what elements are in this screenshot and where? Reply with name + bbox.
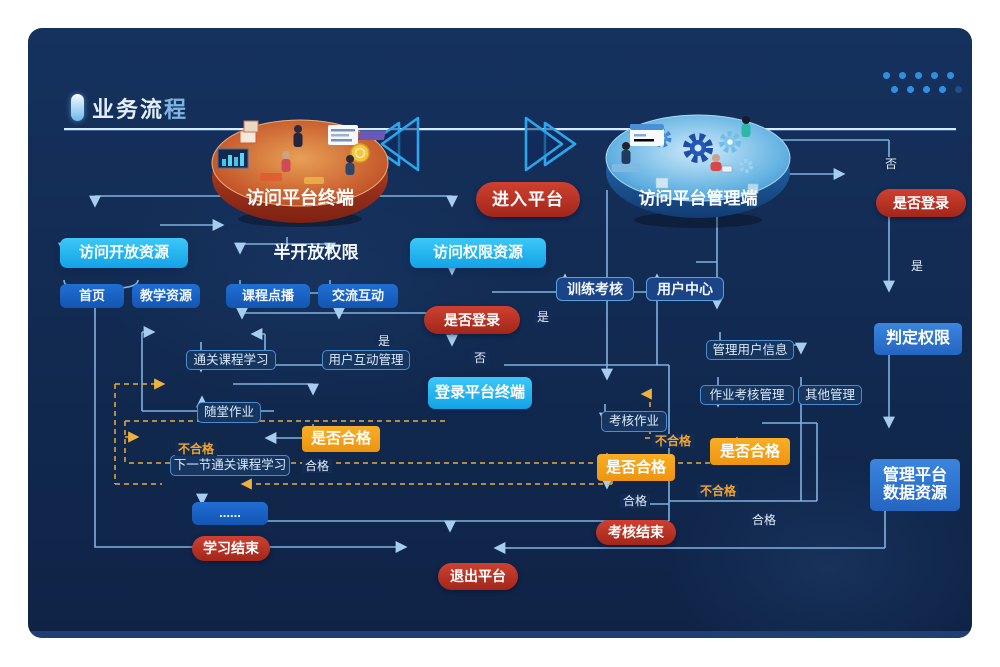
- laptop-icon: [721, 165, 733, 173]
- right-disc-label: 访问平台管理端: [639, 188, 758, 208]
- node-user-center: 用户中心: [646, 277, 724, 301]
- flow-label-fail-c: 不合格: [696, 484, 740, 498]
- person-icon: [293, 133, 303, 147]
- flow-label-pass-b: 合格: [619, 494, 651, 508]
- chevron-arrows: [367, 116, 577, 172]
- node-exit: 退出平台: [438, 563, 518, 590]
- node-other-mgmt: 其他管理: [798, 385, 862, 405]
- flow-label-fail-b: 不合格: [651, 434, 695, 448]
- node-mgmt-user: 管理用户信息: [706, 340, 794, 360]
- chevron-right-icon: [524, 116, 564, 172]
- node-hw-assess-mgmt: 作业考核管理: [700, 385, 794, 405]
- node-visit-open: 访问开放资源: [60, 238, 188, 268]
- node-login-q-mid: 是否登录: [424, 306, 520, 334]
- person-icon: [281, 159, 291, 172]
- flow-label-no-right: 否: [881, 157, 901, 171]
- decor-dot: [947, 72, 954, 79]
- terminal-platform-illustration: 访问平台终端: [211, 119, 389, 227]
- coin-icon: [350, 143, 370, 163]
- panel-icon: [357, 131, 387, 140]
- flow-label-no-mid: 否: [470, 351, 490, 365]
- node-dots-node: ......: [192, 502, 268, 525]
- gear-icon: [683, 133, 713, 163]
- decor-dot: [907, 86, 914, 93]
- management-scene-props: [612, 116, 759, 194]
- node-pass-course: 通关课程学习: [186, 350, 276, 370]
- flow-label-yes-mid: 是: [533, 310, 553, 324]
- decor-dot: [915, 72, 922, 79]
- title-accent: 程: [164, 97, 189, 122]
- node-quiz: 随堂作业: [197, 402, 261, 423]
- person-icon: [621, 150, 631, 164]
- decor-dot: [883, 72, 890, 79]
- node-pass2: 是否合格: [597, 454, 675, 481]
- node-mgmt-data: 管理平台 数据资源: [870, 459, 960, 511]
- node-study-end: 学习结束: [192, 536, 270, 561]
- flow-label-pass-c: 合格: [748, 513, 780, 527]
- node-training: 训练考核: [556, 277, 634, 301]
- node-judge-perm: 判定权限: [874, 323, 962, 355]
- flow-label-yes-left: 是: [374, 334, 394, 348]
- enter-platform-button: 进入平台: [476, 182, 580, 217]
- header-divider: [64, 128, 956, 130]
- person-icon: [710, 162, 722, 171]
- decor-dot: [939, 86, 946, 93]
- node-user-interact-mgmt: 用户互动管理: [322, 350, 410, 370]
- decor-dot: [923, 86, 930, 93]
- gear-icon: [739, 159, 753, 173]
- node-home: 首页: [60, 284, 124, 308]
- management-platform-illustration: 访问平台管理端: [605, 114, 791, 228]
- decor-dot: [899, 72, 906, 79]
- title-main: 业务流: [92, 97, 165, 122]
- node-login-q-right: 是否登录: [876, 189, 966, 217]
- title-capsule-icon: [71, 94, 84, 121]
- chevron-left-icon: [380, 116, 420, 172]
- node-login-terminal: 登录平台终端: [428, 377, 532, 409]
- terminal-scene-props: [217, 120, 387, 184]
- decor-dot: [891, 86, 898, 93]
- node-visit-perm: 访问权限资源: [410, 238, 546, 268]
- decor-dot: [955, 86, 962, 93]
- node-pass1: 是否合格: [302, 426, 380, 452]
- node-interact: 交流互动: [318, 284, 398, 308]
- node-teach-res: 教学资源: [132, 284, 200, 308]
- node-next-course: 下一节通关课程学习: [170, 455, 290, 476]
- node-course-vod: 课程点播: [226, 284, 310, 308]
- flow-label-pass-a: 合格: [301, 459, 333, 473]
- page-title: 业务流程: [92, 92, 188, 124]
- left-disc-label: 访问平台终端: [246, 187, 354, 208]
- slide: 业务流程: [28, 28, 972, 638]
- flow-label-yes-right: 是: [907, 259, 927, 273]
- decor-dot: [931, 72, 938, 79]
- node-assess-end: 考核结束: [596, 520, 676, 545]
- gear-icon: [719, 131, 741, 153]
- node-assess-hw: 考核作业: [601, 411, 667, 432]
- person-icon: [345, 163, 355, 175]
- node-pass3: 是否合格: [710, 438, 790, 465]
- flow-label-fail-a: 不合格: [174, 442, 218, 456]
- person-icon: [741, 124, 751, 137]
- node-semi-open: 半开放权限: [273, 243, 359, 263]
